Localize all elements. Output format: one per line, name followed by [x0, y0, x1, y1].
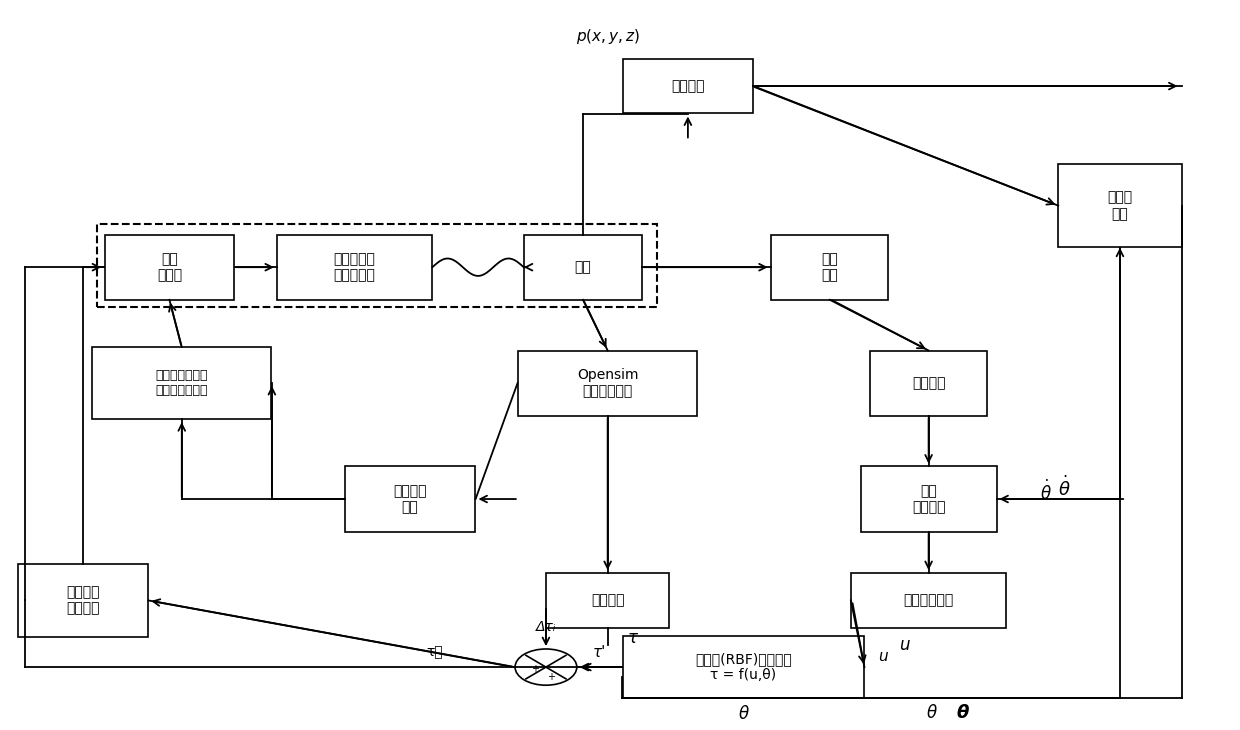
Text: 根据患者适应程
度适当补偿力矩: 根据患者适应程 度适当补偿力矩	[155, 369, 208, 397]
Text: $\dot{\theta}$: $\dot{\theta}$	[1058, 476, 1070, 500]
FancyBboxPatch shape	[852, 573, 1006, 628]
Text: 运动学
逆解: 运动学 逆解	[1107, 191, 1132, 220]
Text: Opensim
人体肌骨型模: Opensim 人体肌骨型模	[577, 368, 639, 398]
Text: 患者: 患者	[574, 260, 591, 274]
FancyBboxPatch shape	[345, 466, 475, 531]
Text: $p(x,y,z)$: $p(x,y,z)$	[575, 27, 640, 46]
FancyBboxPatch shape	[518, 350, 697, 415]
Text: 动作意图特征: 动作意图特征	[904, 593, 954, 607]
Text: 力矩
控制器: 力矩 控制器	[157, 252, 182, 283]
FancyBboxPatch shape	[92, 347, 272, 419]
Text: Δτᵢ: Δτᵢ	[536, 620, 556, 634]
Text: 肌电
采集: 肌电 采集	[821, 252, 838, 283]
FancyBboxPatch shape	[861, 466, 997, 531]
Text: 径向基(RBF)神经网络
τ = f(u,θ): 径向基(RBF)神经网络 τ = f(u,θ)	[696, 652, 792, 683]
Text: 关节力矩: 关节力矩	[591, 593, 625, 607]
Text: 外骨骼辅助
康复机器人: 外骨骼辅助 康复机器人	[334, 252, 376, 283]
Text: 上肢运动
意图识别: 上肢运动 意图识别	[66, 585, 99, 615]
Text: +: +	[547, 672, 554, 682]
FancyBboxPatch shape	[19, 564, 148, 637]
Text: 运动捕获: 运动捕获	[671, 79, 704, 93]
FancyBboxPatch shape	[870, 350, 987, 415]
FancyBboxPatch shape	[622, 59, 753, 113]
FancyBboxPatch shape	[104, 234, 234, 300]
FancyBboxPatch shape	[278, 234, 432, 300]
Text: u: u	[878, 649, 888, 664]
Text: τ: τ	[627, 629, 637, 647]
Text: 疲劳评价
分级: 疲劳评价 分级	[393, 484, 427, 514]
Text: $\dot{\theta}$: $\dot{\theta}$	[1040, 480, 1052, 504]
Text: +: +	[531, 664, 539, 674]
Text: θ: θ	[926, 704, 936, 722]
FancyBboxPatch shape	[771, 234, 889, 300]
FancyBboxPatch shape	[546, 573, 670, 628]
Text: θ: θ	[956, 704, 968, 722]
Text: 特征提取: 特征提取	[911, 376, 945, 390]
Text: θ: θ	[738, 705, 749, 723]
FancyBboxPatch shape	[622, 637, 864, 698]
Text: τ补: τ补	[427, 645, 443, 660]
Text: τ': τ'	[593, 645, 606, 660]
FancyBboxPatch shape	[1058, 164, 1182, 247]
Text: 信息
融合分析: 信息 融合分析	[911, 484, 945, 514]
FancyBboxPatch shape	[525, 234, 641, 300]
Text: u: u	[899, 637, 909, 654]
